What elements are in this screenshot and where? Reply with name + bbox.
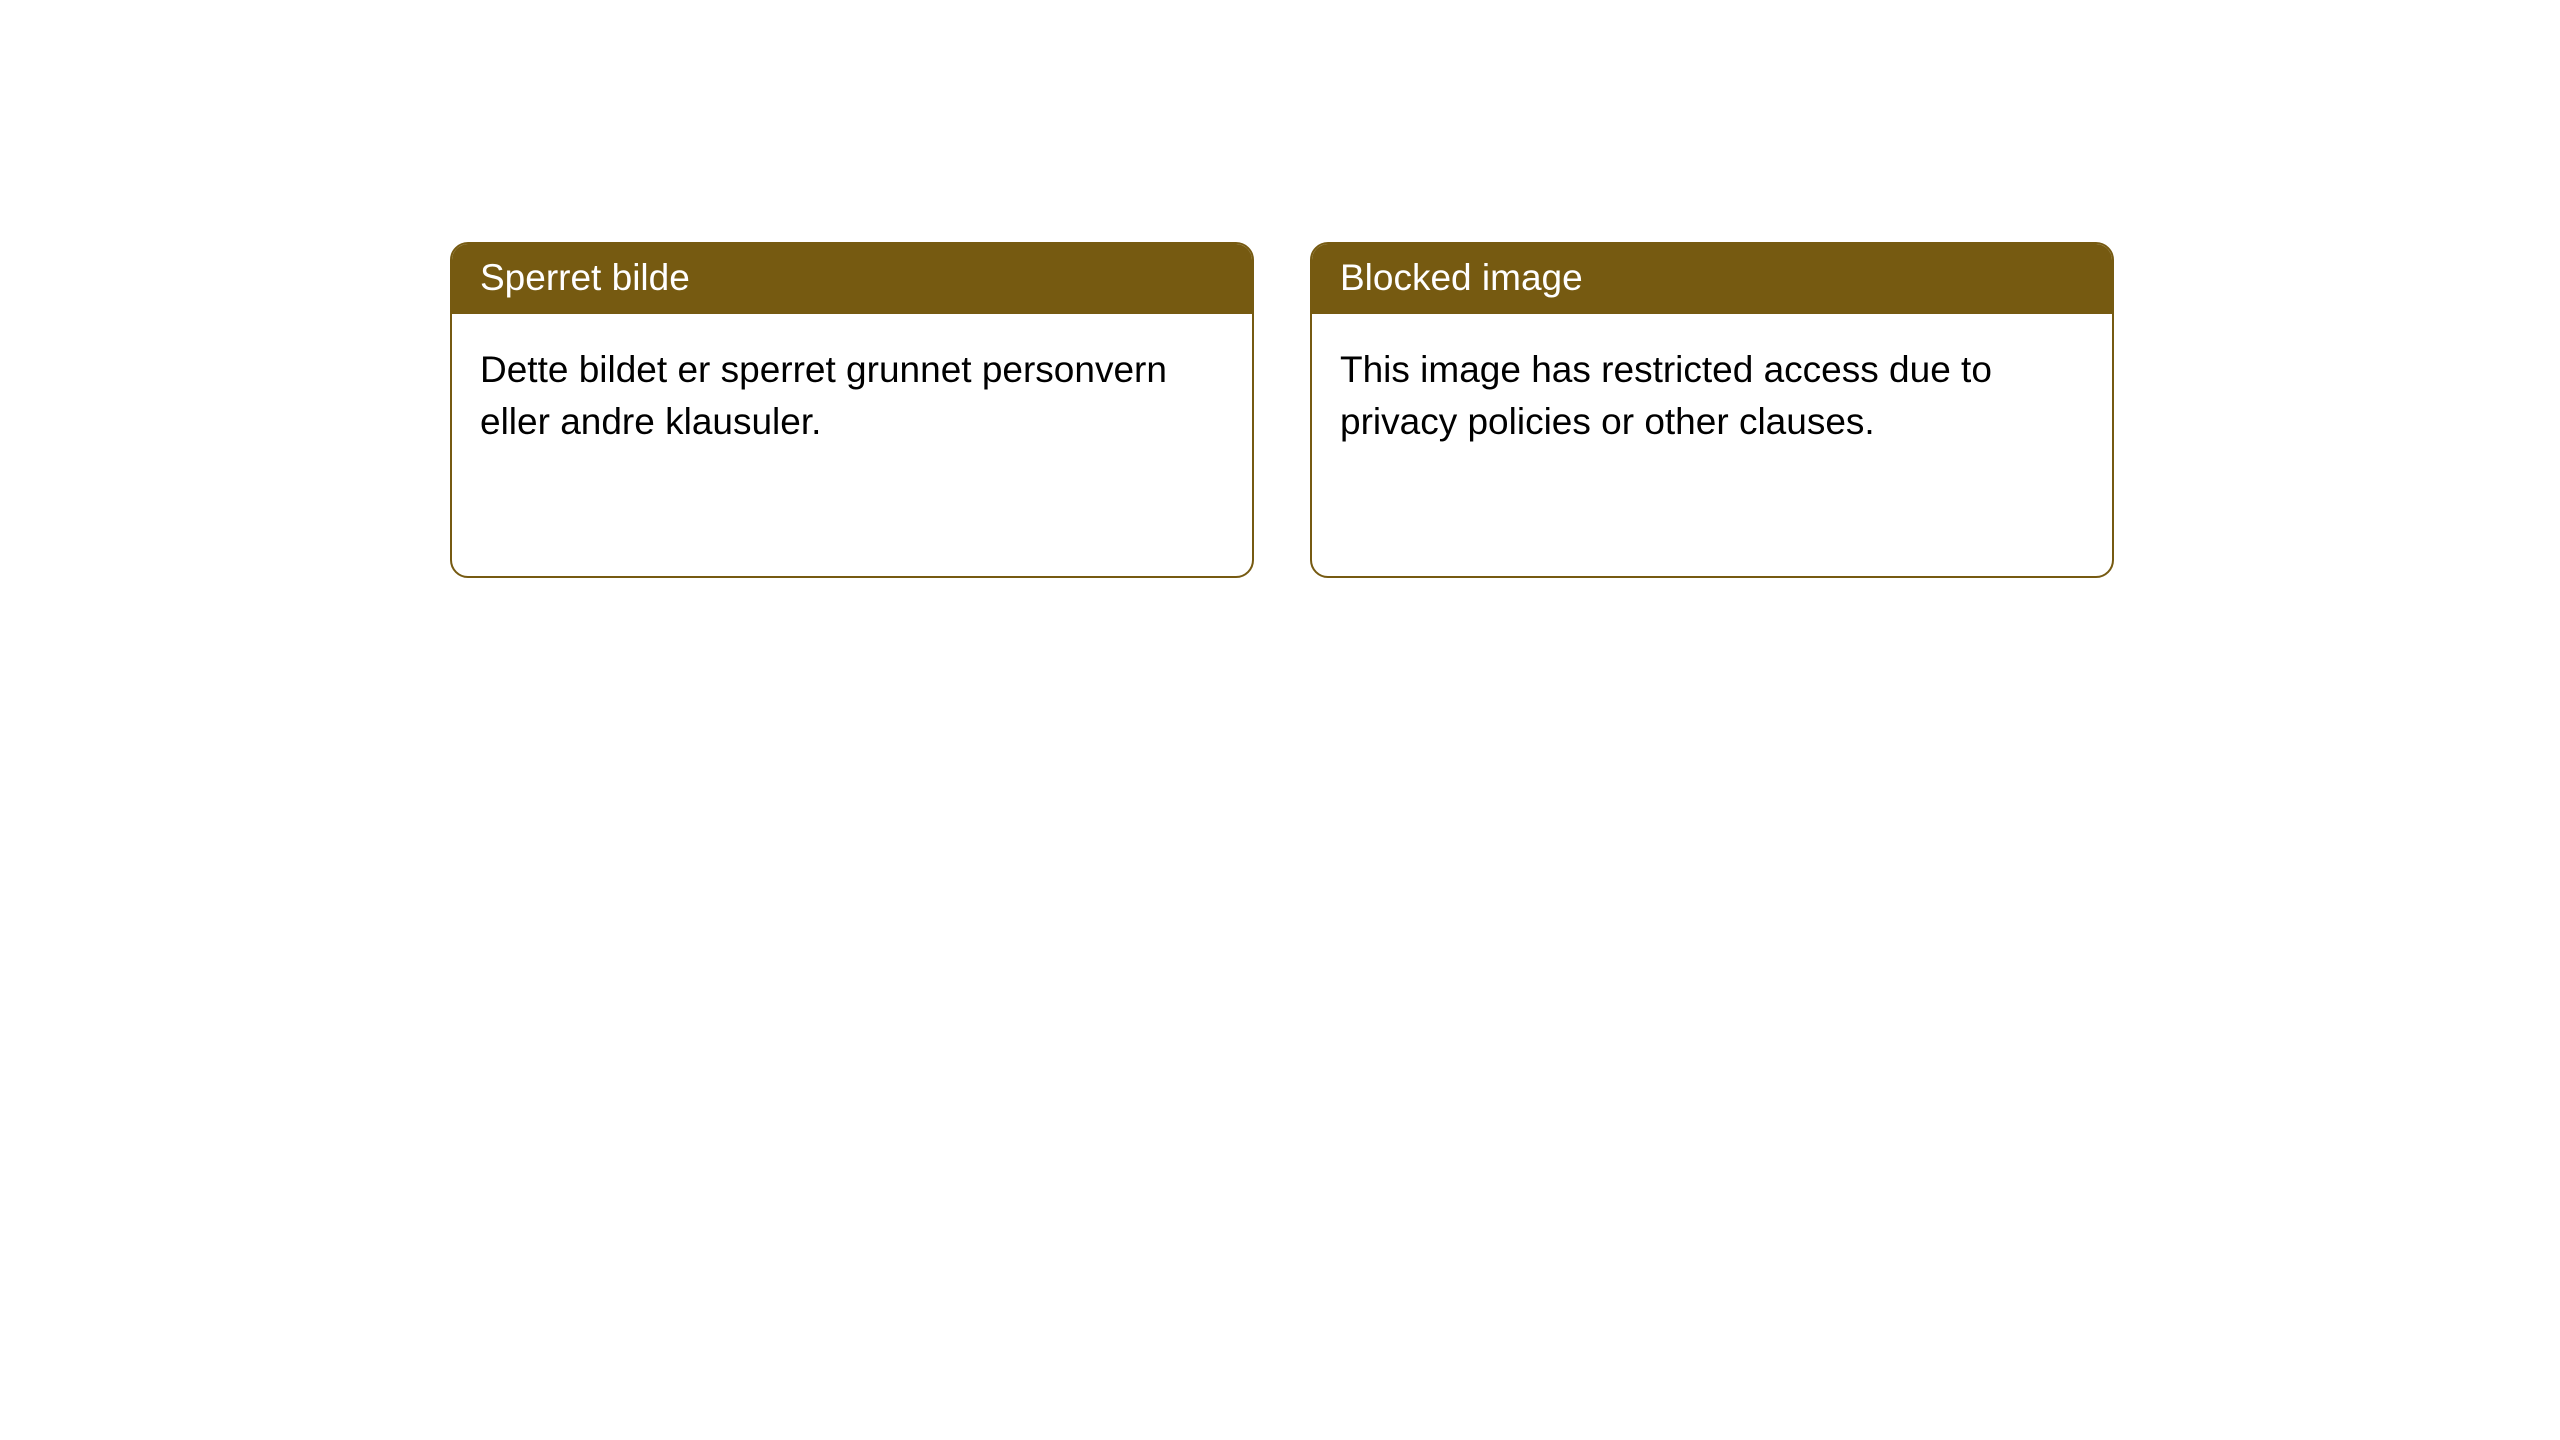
notice-card-norwegian: Sperret bilde Dette bildet er sperret gr… [450,242,1254,578]
notice-title: Blocked image [1312,244,2112,314]
notice-container: Sperret bilde Dette bildet er sperret gr… [0,0,2560,578]
notice-body: This image has restricted access due to … [1312,314,2112,478]
notice-body: Dette bildet er sperret grunnet personve… [452,314,1252,478]
notice-card-english: Blocked image This image has restricted … [1310,242,2114,578]
notice-title: Sperret bilde [452,244,1252,314]
